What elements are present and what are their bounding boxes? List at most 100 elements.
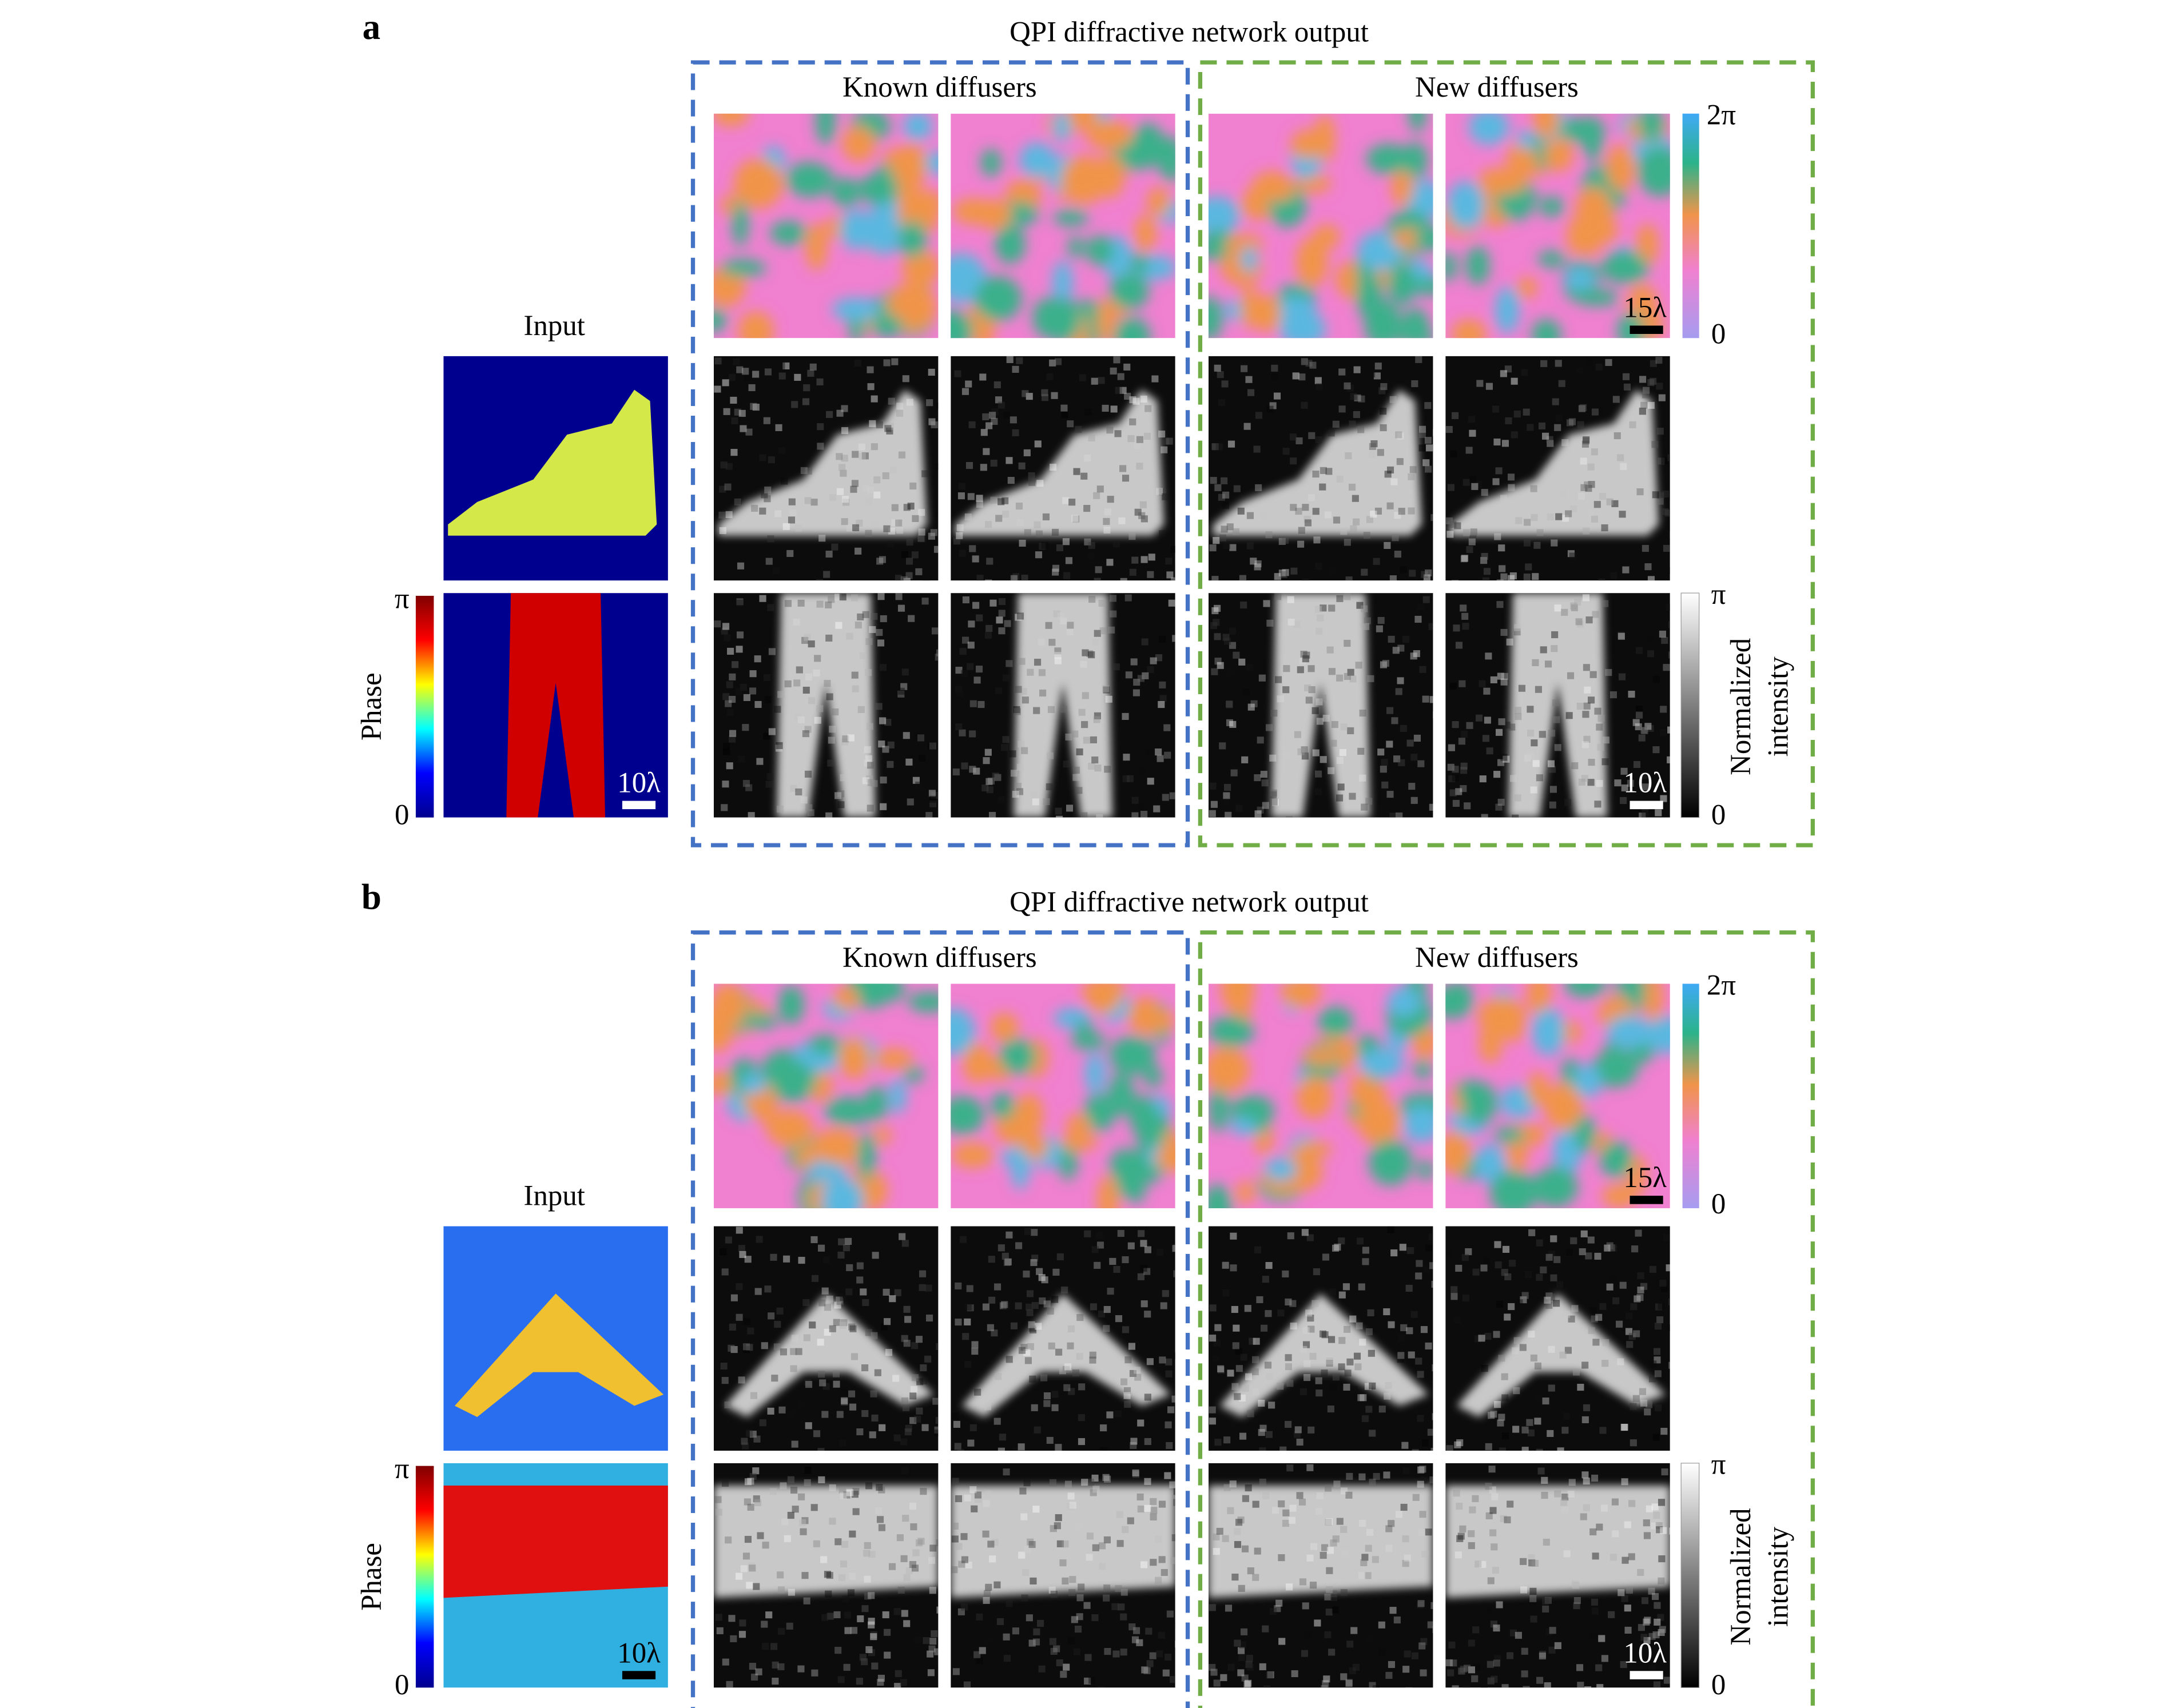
noise xyxy=(1583,702,1591,710)
noise xyxy=(928,532,935,540)
noise xyxy=(1622,373,1630,380)
noise xyxy=(1636,488,1644,496)
noise xyxy=(1600,1504,1608,1512)
noise xyxy=(1576,620,1584,628)
noise xyxy=(1223,792,1230,799)
noise xyxy=(1153,805,1161,813)
noise xyxy=(1540,1266,1547,1273)
noise xyxy=(1566,419,1573,427)
noise xyxy=(1259,1447,1266,1451)
noise xyxy=(763,674,770,682)
noise xyxy=(1394,551,1401,558)
noise xyxy=(1388,1520,1395,1527)
noise xyxy=(1640,1399,1648,1407)
blob xyxy=(1208,1015,1255,1048)
noise xyxy=(838,1486,846,1494)
noise xyxy=(1651,1522,1658,1530)
noise xyxy=(1481,1364,1488,1372)
noise xyxy=(1589,1633,1597,1640)
noise xyxy=(780,1348,787,1356)
colorbar-max: 2π xyxy=(1707,99,1736,132)
noise xyxy=(1122,775,1130,782)
noise xyxy=(1050,1591,1058,1598)
noise xyxy=(726,762,733,770)
noise xyxy=(1047,706,1055,713)
blob xyxy=(1391,170,1413,206)
noise xyxy=(1172,635,1175,642)
noise xyxy=(976,575,984,581)
noise xyxy=(909,482,917,490)
noise xyxy=(1001,1301,1008,1308)
noise xyxy=(1377,449,1384,456)
noise xyxy=(911,551,919,559)
noise xyxy=(1489,1486,1496,1494)
noise xyxy=(721,627,728,635)
noise xyxy=(1350,525,1357,532)
noise xyxy=(1410,1311,1418,1318)
noise xyxy=(1223,1484,1231,1491)
noise xyxy=(1588,759,1595,766)
noise xyxy=(1330,1590,1337,1598)
blob xyxy=(1318,1006,1354,1038)
noise xyxy=(1633,1330,1640,1337)
blob xyxy=(1599,1141,1633,1178)
noise xyxy=(856,1262,864,1269)
noise xyxy=(1128,533,1136,540)
noise xyxy=(952,768,960,776)
noise xyxy=(725,511,733,519)
noise xyxy=(1146,747,1153,755)
noise xyxy=(1041,542,1048,549)
noise xyxy=(1020,688,1027,695)
noise xyxy=(729,673,736,680)
noise xyxy=(905,558,913,565)
noise xyxy=(1490,1621,1497,1628)
noise xyxy=(1566,1248,1573,1256)
blob xyxy=(766,1110,813,1147)
noise xyxy=(1115,387,1122,394)
blob xyxy=(1638,147,1670,197)
blob xyxy=(1539,196,1565,217)
noise xyxy=(1031,1404,1038,1411)
noise xyxy=(1568,418,1576,425)
input-image xyxy=(443,1463,668,1688)
noise xyxy=(761,1621,768,1628)
noise xyxy=(1130,1442,1137,1450)
noise xyxy=(1072,515,1080,523)
colorbar-max: π xyxy=(395,583,410,615)
noise xyxy=(736,646,743,653)
noise xyxy=(1636,706,1643,713)
noise xyxy=(1447,763,1454,771)
blob xyxy=(1059,1132,1098,1150)
noise xyxy=(729,695,736,703)
noise xyxy=(1462,623,1469,630)
noise xyxy=(811,1275,819,1282)
noise xyxy=(1301,753,1309,760)
blob xyxy=(713,308,727,332)
noise xyxy=(861,1364,869,1372)
noise xyxy=(1298,1498,1306,1506)
noise xyxy=(1338,1363,1345,1371)
noise xyxy=(859,652,867,659)
noise xyxy=(1650,377,1657,385)
noise xyxy=(1221,477,1228,484)
noise xyxy=(1410,652,1417,660)
noise xyxy=(1026,1290,1034,1297)
noise xyxy=(903,1305,911,1313)
noise xyxy=(1340,1589,1348,1596)
noise xyxy=(907,503,915,510)
noise xyxy=(1385,1671,1393,1679)
noise xyxy=(1471,483,1479,490)
noise xyxy=(1397,1356,1404,1363)
noise xyxy=(893,1434,901,1442)
noise xyxy=(1348,483,1356,491)
noise xyxy=(1326,646,1334,654)
noise xyxy=(1398,759,1405,766)
blob xyxy=(1573,1114,1596,1153)
noise xyxy=(887,741,895,749)
noise xyxy=(1031,1302,1039,1309)
noise xyxy=(1622,566,1630,574)
noise xyxy=(721,1268,729,1276)
noise xyxy=(1172,1245,1175,1252)
noise xyxy=(1233,485,1241,492)
noise xyxy=(1509,775,1517,782)
